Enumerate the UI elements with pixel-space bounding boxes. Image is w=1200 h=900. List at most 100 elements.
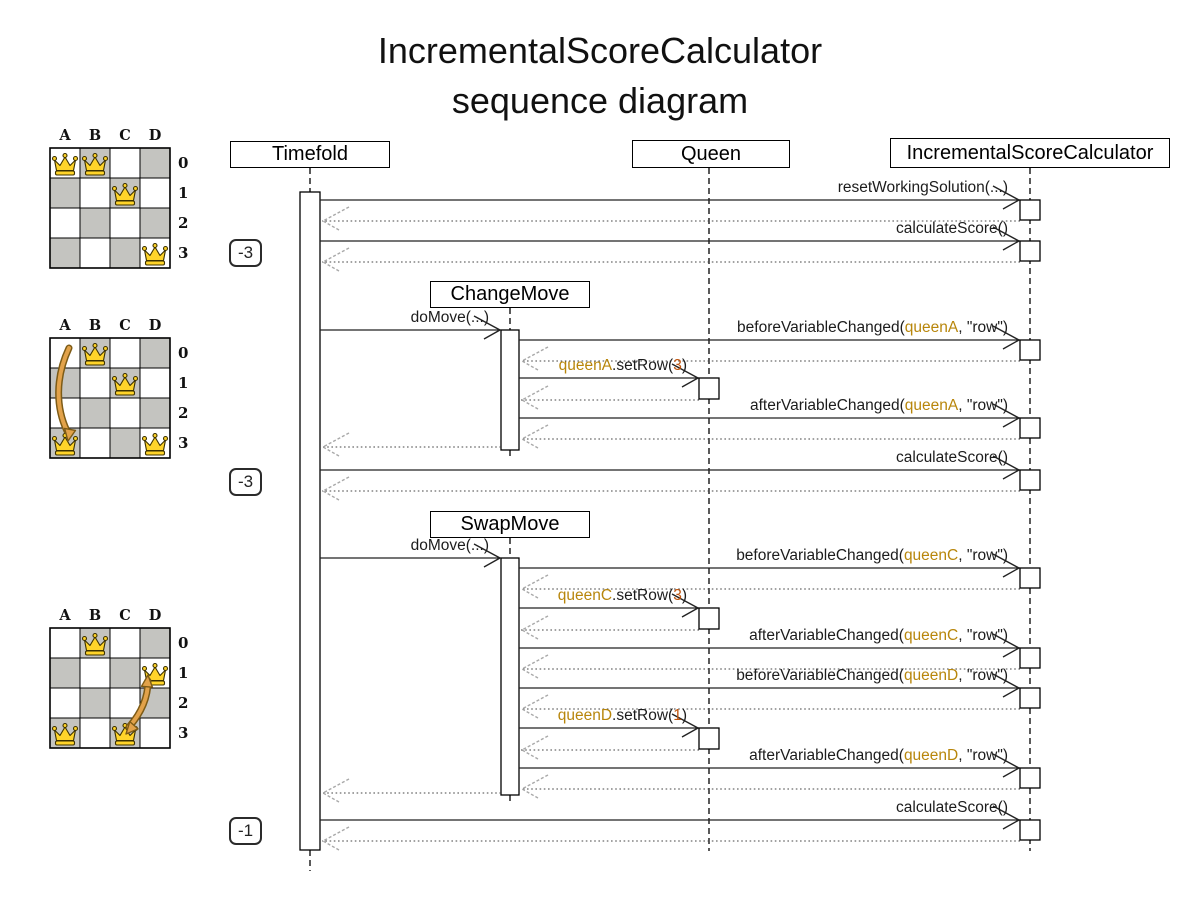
return-arrowhead bbox=[521, 615, 549, 640]
message-label-after-variable-changed-queen-d: afterVariableChanged(queenD, "row") bbox=[749, 747, 1008, 765]
return-arrowhead bbox=[521, 774, 549, 799]
activation-bar bbox=[299, 191, 321, 851]
message-text: afterVariableChanged( bbox=[749, 397, 905, 414]
queen-crown-ball bbox=[62, 152, 68, 159]
message-label-calculate-score-3: calculateScore() bbox=[896, 799, 1008, 817]
activation-bar bbox=[500, 329, 520, 451]
message-label-do-move-1: doMove(...) bbox=[411, 309, 489, 327]
board-column-label: A bbox=[58, 607, 71, 624]
chess-board-after-change-move: A B C D0 1 2 3 bbox=[49, 317, 188, 459]
board-cell bbox=[79, 207, 111, 239]
message-arrowhead bbox=[992, 403, 1020, 428]
argument-value-text: 3 bbox=[673, 357, 682, 374]
queen-crown-ball bbox=[81, 155, 88, 162]
board-cell bbox=[139, 397, 171, 429]
queen-crown-ball bbox=[111, 725, 118, 732]
message-text: doMove(...) bbox=[410, 537, 489, 554]
message-label-queen-d-set-row: queenD.setRow(1) bbox=[558, 707, 687, 725]
board-cell bbox=[139, 367, 171, 399]
message-text: , "row") bbox=[958, 627, 1008, 644]
return-arrowhead bbox=[322, 778, 350, 803]
queen-crown-ball bbox=[111, 185, 118, 192]
queen-crown-ball bbox=[162, 665, 169, 672]
board-cell bbox=[79, 687, 111, 719]
queen-icon bbox=[51, 152, 79, 176]
board-column-label: D bbox=[149, 607, 162, 624]
queen-crown-ball bbox=[51, 435, 58, 442]
queen-reference-text: queenA bbox=[904, 319, 959, 336]
board-cell bbox=[49, 177, 81, 209]
message-arrowhead bbox=[671, 713, 699, 738]
activation-square bbox=[1019, 469, 1041, 491]
queen-icon bbox=[51, 722, 79, 746]
argument-value-text: 1 bbox=[673, 707, 682, 724]
message-text: .setRow( bbox=[612, 707, 674, 724]
board-row-label: 3 bbox=[178, 724, 188, 742]
message-text: ) bbox=[681, 707, 687, 724]
message-arrowhead bbox=[992, 455, 1020, 480]
queen-icon bbox=[81, 632, 109, 656]
message-text: doMove(...) bbox=[410, 309, 489, 326]
message-text: , "row") bbox=[958, 397, 1008, 414]
message-arrowhead bbox=[992, 805, 1020, 830]
queen-reference-text: queenD bbox=[903, 747, 959, 764]
queen-crown-ball bbox=[92, 342, 98, 349]
activation-square bbox=[1019, 687, 1041, 709]
message-arrowhead bbox=[473, 543, 501, 568]
queen-reference-text: queenD bbox=[903, 667, 959, 684]
queen-reference-text: queenC bbox=[557, 587, 613, 604]
activation-square bbox=[1019, 199, 1041, 221]
board-cell bbox=[79, 397, 111, 429]
board-cell bbox=[109, 147, 141, 179]
queen-crown-base bbox=[144, 450, 166, 456]
queen-reference-text: queenC bbox=[903, 547, 959, 564]
activation-square bbox=[1019, 417, 1041, 439]
queen-crown-ball bbox=[122, 372, 128, 379]
queen-crown-ball bbox=[92, 632, 98, 639]
message-arrowhead bbox=[473, 315, 501, 340]
board-cell bbox=[49, 207, 81, 239]
message-arrowhead bbox=[671, 363, 699, 388]
board-column-label: C bbox=[119, 127, 131, 144]
message-label-queen-a-set-row: queenA.setRow(3) bbox=[559, 357, 687, 375]
board-row-label: 3 bbox=[178, 244, 188, 262]
activation-square bbox=[1019, 647, 1041, 669]
message-text: ) bbox=[681, 357, 687, 374]
message-label-reset-working-solution: resetWorkingSolution(...) bbox=[838, 179, 1008, 197]
message-text: afterVariableChanged( bbox=[749, 627, 904, 644]
queen-reference-text: queenD bbox=[557, 707, 613, 724]
move-arrowhead bbox=[63, 427, 77, 442]
move-arrowhead bbox=[140, 674, 154, 688]
board-cell bbox=[139, 717, 171, 749]
queen-crown-body bbox=[83, 636, 107, 652]
queen-crown-ball bbox=[152, 662, 158, 669]
board-column-label: C bbox=[119, 607, 131, 624]
score-badge: -3 bbox=[229, 468, 262, 496]
queen-crown-ball bbox=[141, 245, 148, 252]
activation-square bbox=[1019, 339, 1041, 361]
queen-crown-ball bbox=[122, 182, 128, 189]
queen-crown-ball bbox=[72, 725, 79, 732]
board-border bbox=[49, 337, 171, 459]
board-row-label: 1 bbox=[178, 664, 188, 682]
queen-crown-ball bbox=[162, 245, 169, 252]
message-text: calculateScore() bbox=[896, 799, 1008, 816]
activation-square bbox=[1019, 567, 1041, 589]
board-cell bbox=[109, 657, 141, 689]
queen-crown-base bbox=[54, 740, 76, 746]
return-arrowhead bbox=[521, 574, 549, 599]
board-border bbox=[49, 147, 171, 269]
queen-icon bbox=[141, 432, 169, 456]
queen-icon bbox=[81, 342, 109, 366]
message-text: ) bbox=[681, 587, 687, 604]
message-text: beforeVariableChanged( bbox=[737, 319, 905, 336]
board-column-label: D bbox=[149, 127, 162, 144]
message-label-after-variable-changed-queen-c: afterVariableChanged(queenC, "row") bbox=[749, 627, 1008, 645]
message-label-before-variable-changed-queen-c: beforeVariableChanged(queenC, "row") bbox=[736, 547, 1008, 565]
queen-crown-ball bbox=[102, 155, 109, 162]
message-label-calculate-score-2: calculateScore() bbox=[896, 449, 1008, 467]
board-row-label: 2 bbox=[178, 214, 188, 232]
activation-square bbox=[698, 727, 720, 750]
queen-crown-ball bbox=[152, 432, 158, 439]
return-arrowhead bbox=[521, 654, 549, 679]
